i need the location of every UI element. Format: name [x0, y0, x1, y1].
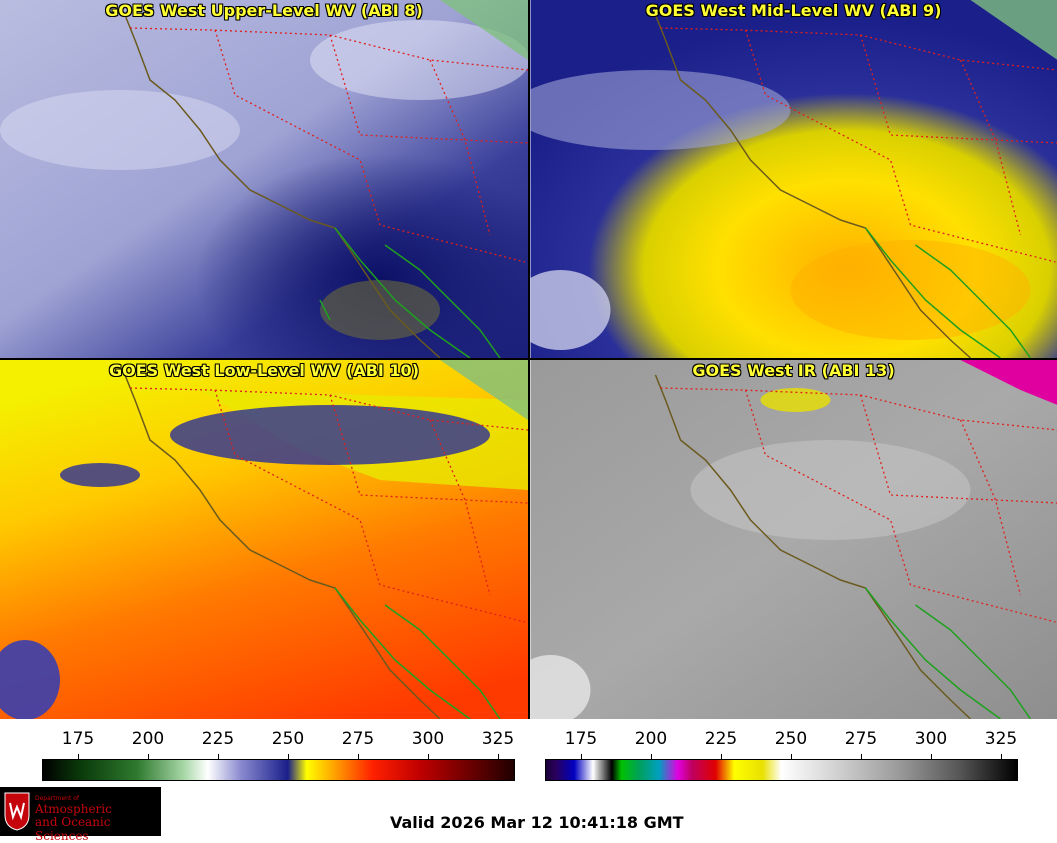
upper-level-wv-panel: GOES West Upper-Level WV (ABI 8): [0, 0, 528, 358]
ir-tick-label: 200: [635, 729, 667, 749]
panel-title: GOES West Mid-Level WV (ABI 9): [530, 1, 1057, 20]
bottom-legend: 175 200 225 250 275 300 325 175 200 225 …: [0, 719, 1057, 836]
ir-colorbar: [545, 759, 1018, 781]
ir-tick-label: 225: [705, 729, 737, 749]
ir-panel: GOES West IR (ABI 13): [530, 360, 1057, 719]
aos-logo: Department of Atmospheric and Oceanic Sc…: [0, 787, 161, 836]
wv-tick-label: 300: [412, 729, 444, 749]
low-level-wv-panel: GOES West Low-Level WV (ABI 10): [0, 360, 528, 719]
horizontal-divider: [0, 358, 1057, 360]
ir-tick-label: 325: [985, 729, 1017, 749]
upper-level-wv-image: [0, 0, 528, 358]
wv-tick-label: 325: [482, 729, 514, 749]
panel-title: GOES West Upper-Level WV (ABI 8): [0, 1, 528, 20]
ir-tick-label: 175: [565, 729, 597, 749]
logo-text: Department of: [35, 795, 79, 802]
logo-text: and Oceanic Sciences: [35, 815, 161, 843]
wv-tick-label: 250: [272, 729, 304, 749]
mid-level-wv-panel: GOES West Mid-Level WV (ABI 9): [530, 0, 1057, 358]
valid-time: Valid 2026 Mar 12 10:41:18 GMT: [390, 813, 684, 832]
wv-colorbar: [42, 759, 515, 781]
ir-image: [530, 360, 1057, 719]
logo-text: Atmospheric: [35, 802, 112, 816]
ir-tick-label: 275: [845, 729, 877, 749]
ir-tick-label: 250: [775, 729, 807, 749]
panel-title: GOES West Low-Level WV (ABI 10): [0, 361, 528, 380]
mid-level-wv-image: [530, 0, 1057, 358]
wv-tick-label: 175: [62, 729, 94, 749]
wv-tick-label: 225: [202, 729, 234, 749]
wv-tick-label: 275: [342, 729, 374, 749]
wv-tick-label: 200: [132, 729, 164, 749]
panel-title: GOES West IR (ABI 13): [530, 361, 1057, 380]
ir-tick-label: 300: [915, 729, 947, 749]
low-level-wv-image: [0, 360, 528, 719]
uw-crest-icon: [3, 791, 31, 831]
